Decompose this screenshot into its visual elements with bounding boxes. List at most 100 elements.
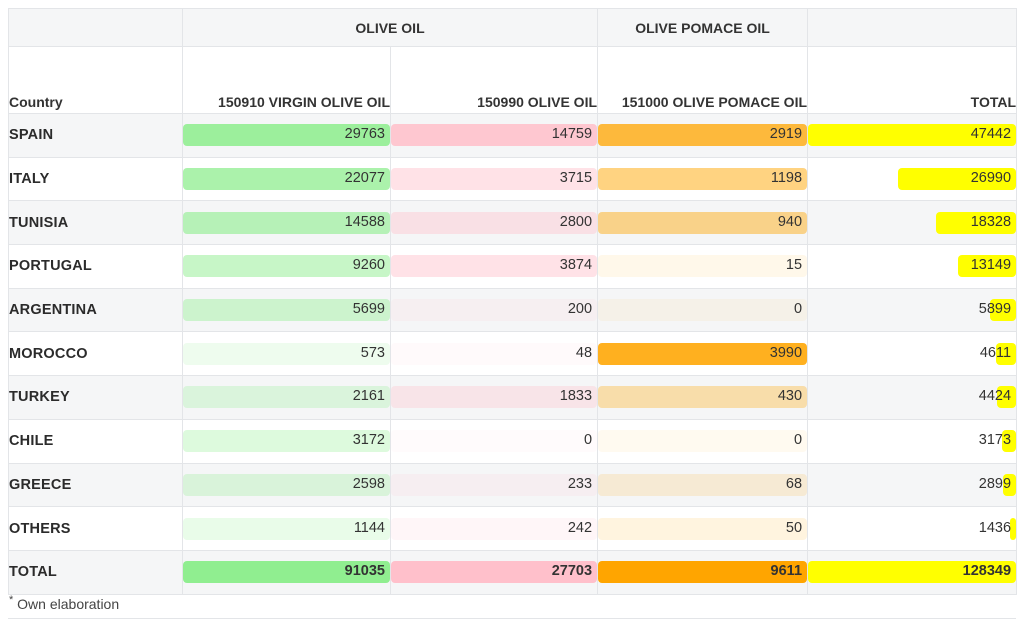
heat-bar: 14759 <box>391 124 598 147</box>
header-blank <box>8 8 183 47</box>
heat-bar: 940 <box>598 211 808 234</box>
total-row: TOTAL 91035 27703 9611 128349 <box>8 549 1018 595</box>
value-cell: 22077 <box>182 156 391 202</box>
total-cell: 3173 <box>807 418 1018 464</box>
cell-value: 3715 <box>559 170 593 187</box>
heat-bar: 2919 <box>598 124 808 147</box>
cell-value: 5699 <box>352 301 385 318</box>
total-bar-wrap: 5899 <box>808 299 1017 322</box>
column-header-olive-pomace-oil[interactable]: 151000 OLIVE POMACE OIL <box>597 46 809 114</box>
value-cell: 2161 <box>182 375 391 420</box>
heat-bar: 2161 <box>183 386 390 409</box>
cell-value: 2800 <box>559 213 593 230</box>
total-value: 4611 <box>979 344 1012 361</box>
total-bar-wrap: 2899 <box>808 473 1017 496</box>
country-cell: ARGENTINA <box>8 287 183 333</box>
heat-bar: 242 <box>391 517 598 540</box>
cell-value: 68 <box>785 475 803 492</box>
cell-value: 200 <box>567 301 593 318</box>
total-value: 18328 <box>970 213 1012 230</box>
heat-bar: 2800 <box>391 211 598 234</box>
cell-value: 9611 <box>770 563 803 580</box>
heat-bar: 0 <box>391 430 598 453</box>
heat-bar: 22077 <box>183 168 390 191</box>
total-cell: 128349 <box>807 549 1018 595</box>
heat-bar: 5699 <box>183 299 390 322</box>
heat-bar: 2598 <box>183 473 390 496</box>
total-cell: 5899 <box>807 287 1018 333</box>
cell-value: 50 <box>785 519 803 536</box>
heat-bar: 573 <box>183 342 390 365</box>
heat-bar: 430 <box>598 386 808 409</box>
total-bar <box>996 386 1017 409</box>
total-cell: 2899 <box>807 462 1018 508</box>
table-row: TUNISIA 14588 2800 940 18328 <box>8 200 1018 246</box>
heat-bar: 1144 <box>183 517 390 540</box>
table-row: TURKEY 2161 1833 430 4424 <box>8 375 1018 420</box>
table-row: ITALY 22077 3715 1198 26990 <box>8 156 1018 202</box>
country-cell: ITALY <box>8 156 183 202</box>
country-cell: CHILE <box>8 418 183 464</box>
country-cell: TOTAL <box>8 549 183 595</box>
column-header-total[interactable]: TOTAL <box>807 46 1018 114</box>
cell-value: 29763 <box>344 126 385 143</box>
footnote-asterisk: * <box>9 594 14 606</box>
heat-bar: 48 <box>391 342 598 365</box>
cell-value: 14588 <box>344 213 385 230</box>
total-value: 13149 <box>970 257 1012 274</box>
cell-value: 940 <box>777 213 803 230</box>
cell-value: 0 <box>793 432 803 449</box>
value-cell: 242 <box>389 506 599 551</box>
heat-bar: 3715 <box>391 168 598 191</box>
total-value: 1436 <box>978 519 1012 536</box>
cell-value: 0 <box>793 301 803 318</box>
cell-value: 15 <box>785 257 803 274</box>
total-bar <box>808 124 1017 147</box>
total-bar-wrap: 26990 <box>808 168 1017 191</box>
table-row: CHILE 3172 0 0 3173 <box>8 418 1018 464</box>
heat-bar: 29763 <box>183 124 390 147</box>
value-cell: 50 <box>597 506 809 551</box>
heat-bar: 0 <box>598 430 808 453</box>
value-cell: 48 <box>389 331 599 377</box>
value-cell: 1198 <box>597 156 809 202</box>
value-cell: 5699 <box>182 287 391 333</box>
total-bar-wrap: 47442 <box>808 124 1017 147</box>
total-value: 47442 <box>970 126 1012 143</box>
heat-bar: 3990 <box>598 342 808 365</box>
heat-bar: 91035 <box>183 561 390 584</box>
value-cell: 1833 <box>389 375 599 420</box>
group-header-olive-oil: OLIVE OIL <box>181 8 599 47</box>
column-header-virgin-olive-oil[interactable]: 150910 VIRGIN OLIVE OIL <box>182 46 391 114</box>
heat-bar: 15 <box>598 255 808 278</box>
cell-value: 27703 <box>551 563 593 580</box>
country-cell: SPAIN <box>8 113 183 158</box>
column-header-olive-oil[interactable]: 150990 OLIVE OIL <box>389 46 599 114</box>
total-bar-wrap: 128349 <box>808 561 1017 584</box>
total-bar <box>897 168 1017 191</box>
value-cell: 9611 <box>597 549 809 595</box>
table-row: MOROCCO 573 48 3990 4611 <box>8 331 1018 377</box>
column-header-country[interactable]: Country <box>8 46 183 114</box>
table-body: SPAIN 29763 14759 2919 47442 ITALY 22077 3715 11… <box>8 113 1018 595</box>
value-cell: 14759 <box>389 113 599 158</box>
cell-value: 0 <box>583 432 593 449</box>
total-value: 26990 <box>970 170 1012 187</box>
heat-bar: 27703 <box>391 561 598 584</box>
total-bar <box>990 299 1017 322</box>
heat-bar: 233 <box>391 473 598 496</box>
total-value: 2899 <box>978 475 1012 492</box>
total-bar <box>935 211 1017 234</box>
total-bar-wrap: 13149 <box>808 255 1017 278</box>
cell-value: 3874 <box>559 257 593 274</box>
heat-bar: 0 <box>598 299 808 322</box>
total-bar <box>808 561 1017 584</box>
value-cell: 430 <box>597 375 809 420</box>
bottom-divider <box>8 618 1016 619</box>
table-row: PORTUGAL 9260 3874 15 13149 <box>8 244 1018 289</box>
total-cell: 4611 <box>807 331 1018 377</box>
heat-bar: 68 <box>598 473 808 496</box>
total-bar-wrap: 18328 <box>808 211 1017 234</box>
table-row: ARGENTINA 5699 200 0 5899 <box>8 287 1018 333</box>
value-cell: 1144 <box>182 506 391 551</box>
